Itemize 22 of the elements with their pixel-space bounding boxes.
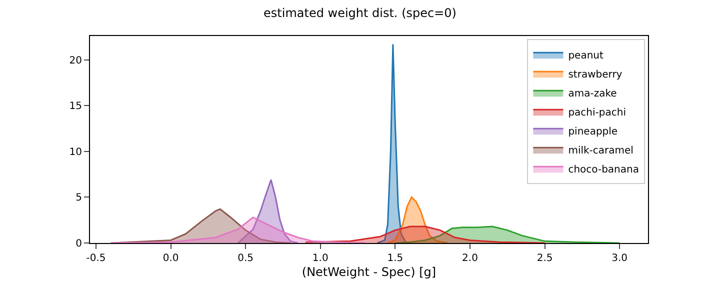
x-tick-label: 2.5 (536, 253, 553, 264)
x-axis-title: (NetWeight - Spec) [g] (302, 264, 436, 279)
y-tick-label: 0 (76, 238, 82, 250)
legend-label: ama-zake (568, 88, 617, 100)
y-tick-label: 20 (69, 55, 82, 66)
x-tick-label: 1.5 (387, 253, 404, 264)
x-tick-label: 1.0 (312, 253, 328, 264)
legend-label: strawberry (568, 70, 622, 81)
x-tick-label: 2.0 (462, 253, 478, 264)
x-tick-label: 0.5 (238, 253, 254, 264)
y-tick-label: 5 (76, 192, 82, 204)
legend-label: milk-caramel (568, 146, 634, 157)
y-tick-label: 15 (69, 101, 82, 112)
legend-label: pineapple (568, 126, 618, 138)
y-tick-label: 10 (69, 146, 82, 158)
legend-label: choco-banana (568, 164, 639, 176)
x-tick-label: 0.0 (162, 253, 179, 264)
x-tick-label: -0.5 (86, 253, 106, 264)
x-tick-label: 3.0 (612, 253, 628, 264)
legend-label: pachi-pachi (568, 108, 626, 119)
legend-label: peanut (568, 50, 604, 62)
chart-title: estimated weight dist. (spec=0) (264, 6, 456, 20)
